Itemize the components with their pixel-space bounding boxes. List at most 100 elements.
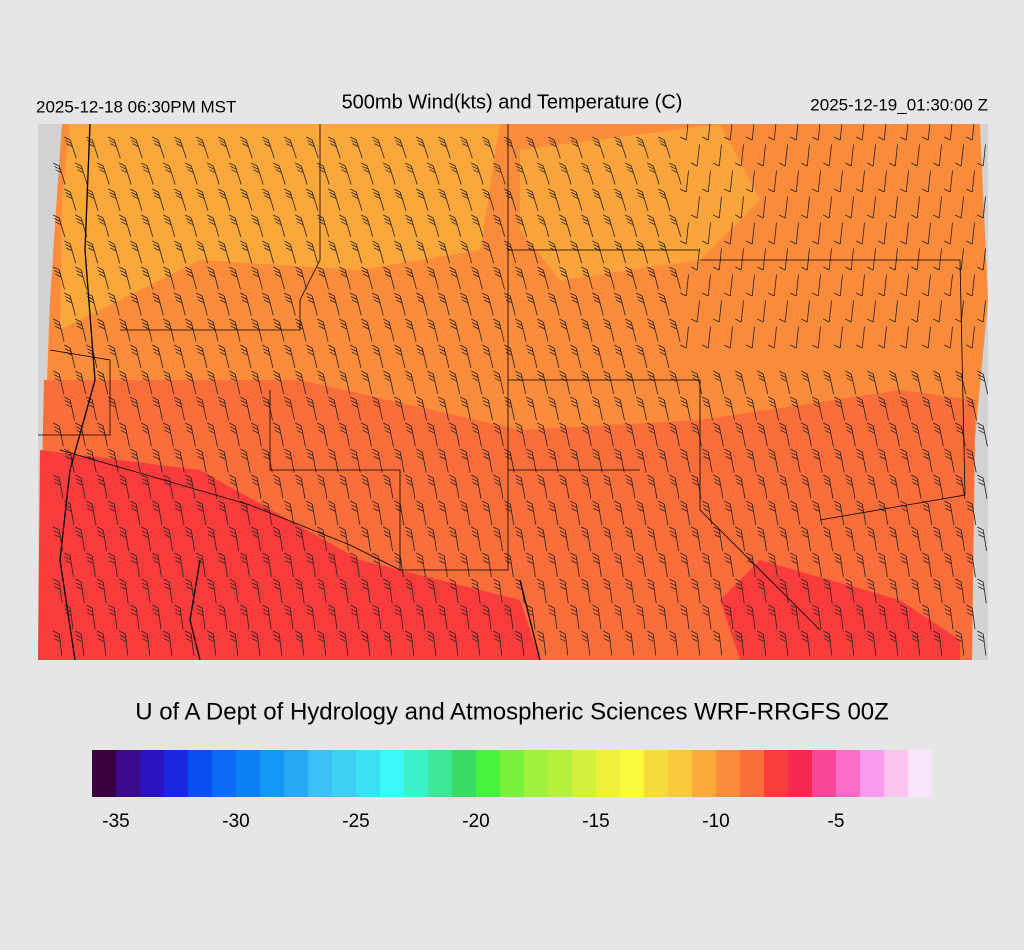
wind-barb bbox=[867, 196, 876, 219]
color-swatch bbox=[212, 750, 237, 797]
wind-barb bbox=[229, 422, 240, 447]
wind-barb bbox=[306, 344, 318, 368]
wind-barb bbox=[592, 500, 603, 525]
wind-barb bbox=[735, 248, 744, 271]
wind-barb bbox=[702, 124, 711, 141]
wind-barb bbox=[647, 630, 657, 656]
wind-barb bbox=[97, 578, 107, 604]
wind-barb bbox=[977, 196, 986, 219]
wind-barb bbox=[933, 300, 942, 323]
wind-barb bbox=[746, 396, 757, 421]
wind-barb bbox=[702, 274, 711, 297]
wind-barb bbox=[559, 526, 569, 551]
wind-barb bbox=[988, 119, 996, 141]
wind-barb bbox=[361, 214, 374, 238]
wind-barb bbox=[416, 552, 426, 578]
wind-barb bbox=[97, 422, 108, 447]
wind-barb bbox=[933, 474, 944, 499]
wind-barb bbox=[845, 526, 855, 551]
wind-barb bbox=[647, 370, 659, 395]
wind-barb bbox=[372, 344, 384, 368]
wind-barb bbox=[878, 326, 887, 349]
wind-barb bbox=[97, 370, 109, 395]
wind-barb bbox=[350, 448, 361, 473]
wind-barb bbox=[878, 274, 887, 297]
wind-barb bbox=[735, 578, 745, 604]
wind-barb bbox=[746, 274, 755, 297]
wind-barb bbox=[801, 196, 810, 219]
wind-barb bbox=[988, 501, 998, 525]
colorbar-tick-label: -10 bbox=[702, 811, 729, 832]
color-swatch bbox=[572, 750, 597, 797]
wind-barb bbox=[141, 578, 151, 604]
wind-barb bbox=[361, 318, 373, 342]
wind-barb bbox=[944, 448, 955, 473]
wind-barb bbox=[977, 578, 987, 604]
wind-barb bbox=[405, 214, 418, 238]
wind-barb bbox=[614, 604, 624, 630]
wind-barb bbox=[229, 630, 239, 656]
wind-barb bbox=[625, 474, 636, 499]
wind-barb bbox=[383, 370, 395, 395]
wind-barb bbox=[713, 248, 722, 271]
wind-barb bbox=[306, 292, 318, 316]
wind-barb bbox=[493, 214, 506, 238]
wind-barb bbox=[988, 397, 998, 420]
wind-barb bbox=[108, 344, 120, 368]
wind-barb bbox=[493, 162, 506, 185]
wind-barb bbox=[735, 300, 744, 323]
wind-barb bbox=[680, 124, 689, 141]
wind-barb bbox=[922, 396, 933, 421]
border bbox=[38, 349, 111, 436]
color-swatch bbox=[140, 750, 165, 797]
wind-barb bbox=[405, 526, 415, 551]
wind-barb bbox=[152, 292, 164, 316]
wind-barb bbox=[625, 630, 635, 656]
wind-barb bbox=[130, 240, 142, 264]
wind-barb bbox=[801, 144, 810, 167]
wind-barb bbox=[416, 500, 427, 525]
wind-barb bbox=[713, 474, 724, 499]
wind-barb bbox=[768, 448, 779, 473]
wind-barb bbox=[636, 604, 646, 630]
wind-barb bbox=[669, 474, 680, 499]
wind-barb bbox=[603, 630, 613, 656]
wind-barb bbox=[735, 144, 744, 167]
wind-barb bbox=[603, 526, 613, 551]
wind-barb bbox=[669, 266, 681, 290]
wind-barb bbox=[790, 170, 799, 193]
wind-barb bbox=[515, 214, 528, 238]
wind-barb bbox=[405, 266, 417, 290]
wind-barb bbox=[130, 136, 143, 159]
wind-barb bbox=[141, 526, 151, 551]
wind-barb bbox=[801, 474, 812, 499]
wind-barb bbox=[845, 248, 854, 271]
wind-barb bbox=[207, 526, 217, 551]
wind-barb bbox=[174, 292, 186, 316]
wind-barb bbox=[900, 326, 909, 349]
wind-barb bbox=[438, 136, 451, 159]
wind-barb bbox=[438, 292, 450, 316]
wind-barb bbox=[64, 396, 75, 421]
warm-region bbox=[60, 124, 500, 330]
wind-barb bbox=[790, 396, 801, 421]
wind-barb bbox=[97, 318, 109, 342]
wind-barb bbox=[757, 578, 767, 604]
wind-barb bbox=[911, 370, 923, 395]
wind-barb bbox=[812, 396, 823, 421]
wind-barb bbox=[680, 448, 691, 473]
wind-barb bbox=[229, 318, 241, 342]
wind-barb bbox=[438, 448, 449, 473]
wind-barb bbox=[768, 604, 778, 630]
wind-barb bbox=[867, 370, 879, 395]
wind-barb bbox=[317, 578, 327, 604]
wind-barb bbox=[834, 326, 843, 349]
wind-barb bbox=[988, 223, 996, 245]
wind-barb bbox=[284, 396, 295, 421]
wind-barb bbox=[328, 344, 340, 368]
wind-barb bbox=[746, 448, 757, 473]
wind-barb bbox=[724, 326, 733, 349]
wind-barb bbox=[251, 318, 263, 342]
wind-barb bbox=[460, 292, 472, 316]
wind-barb bbox=[669, 318, 681, 342]
